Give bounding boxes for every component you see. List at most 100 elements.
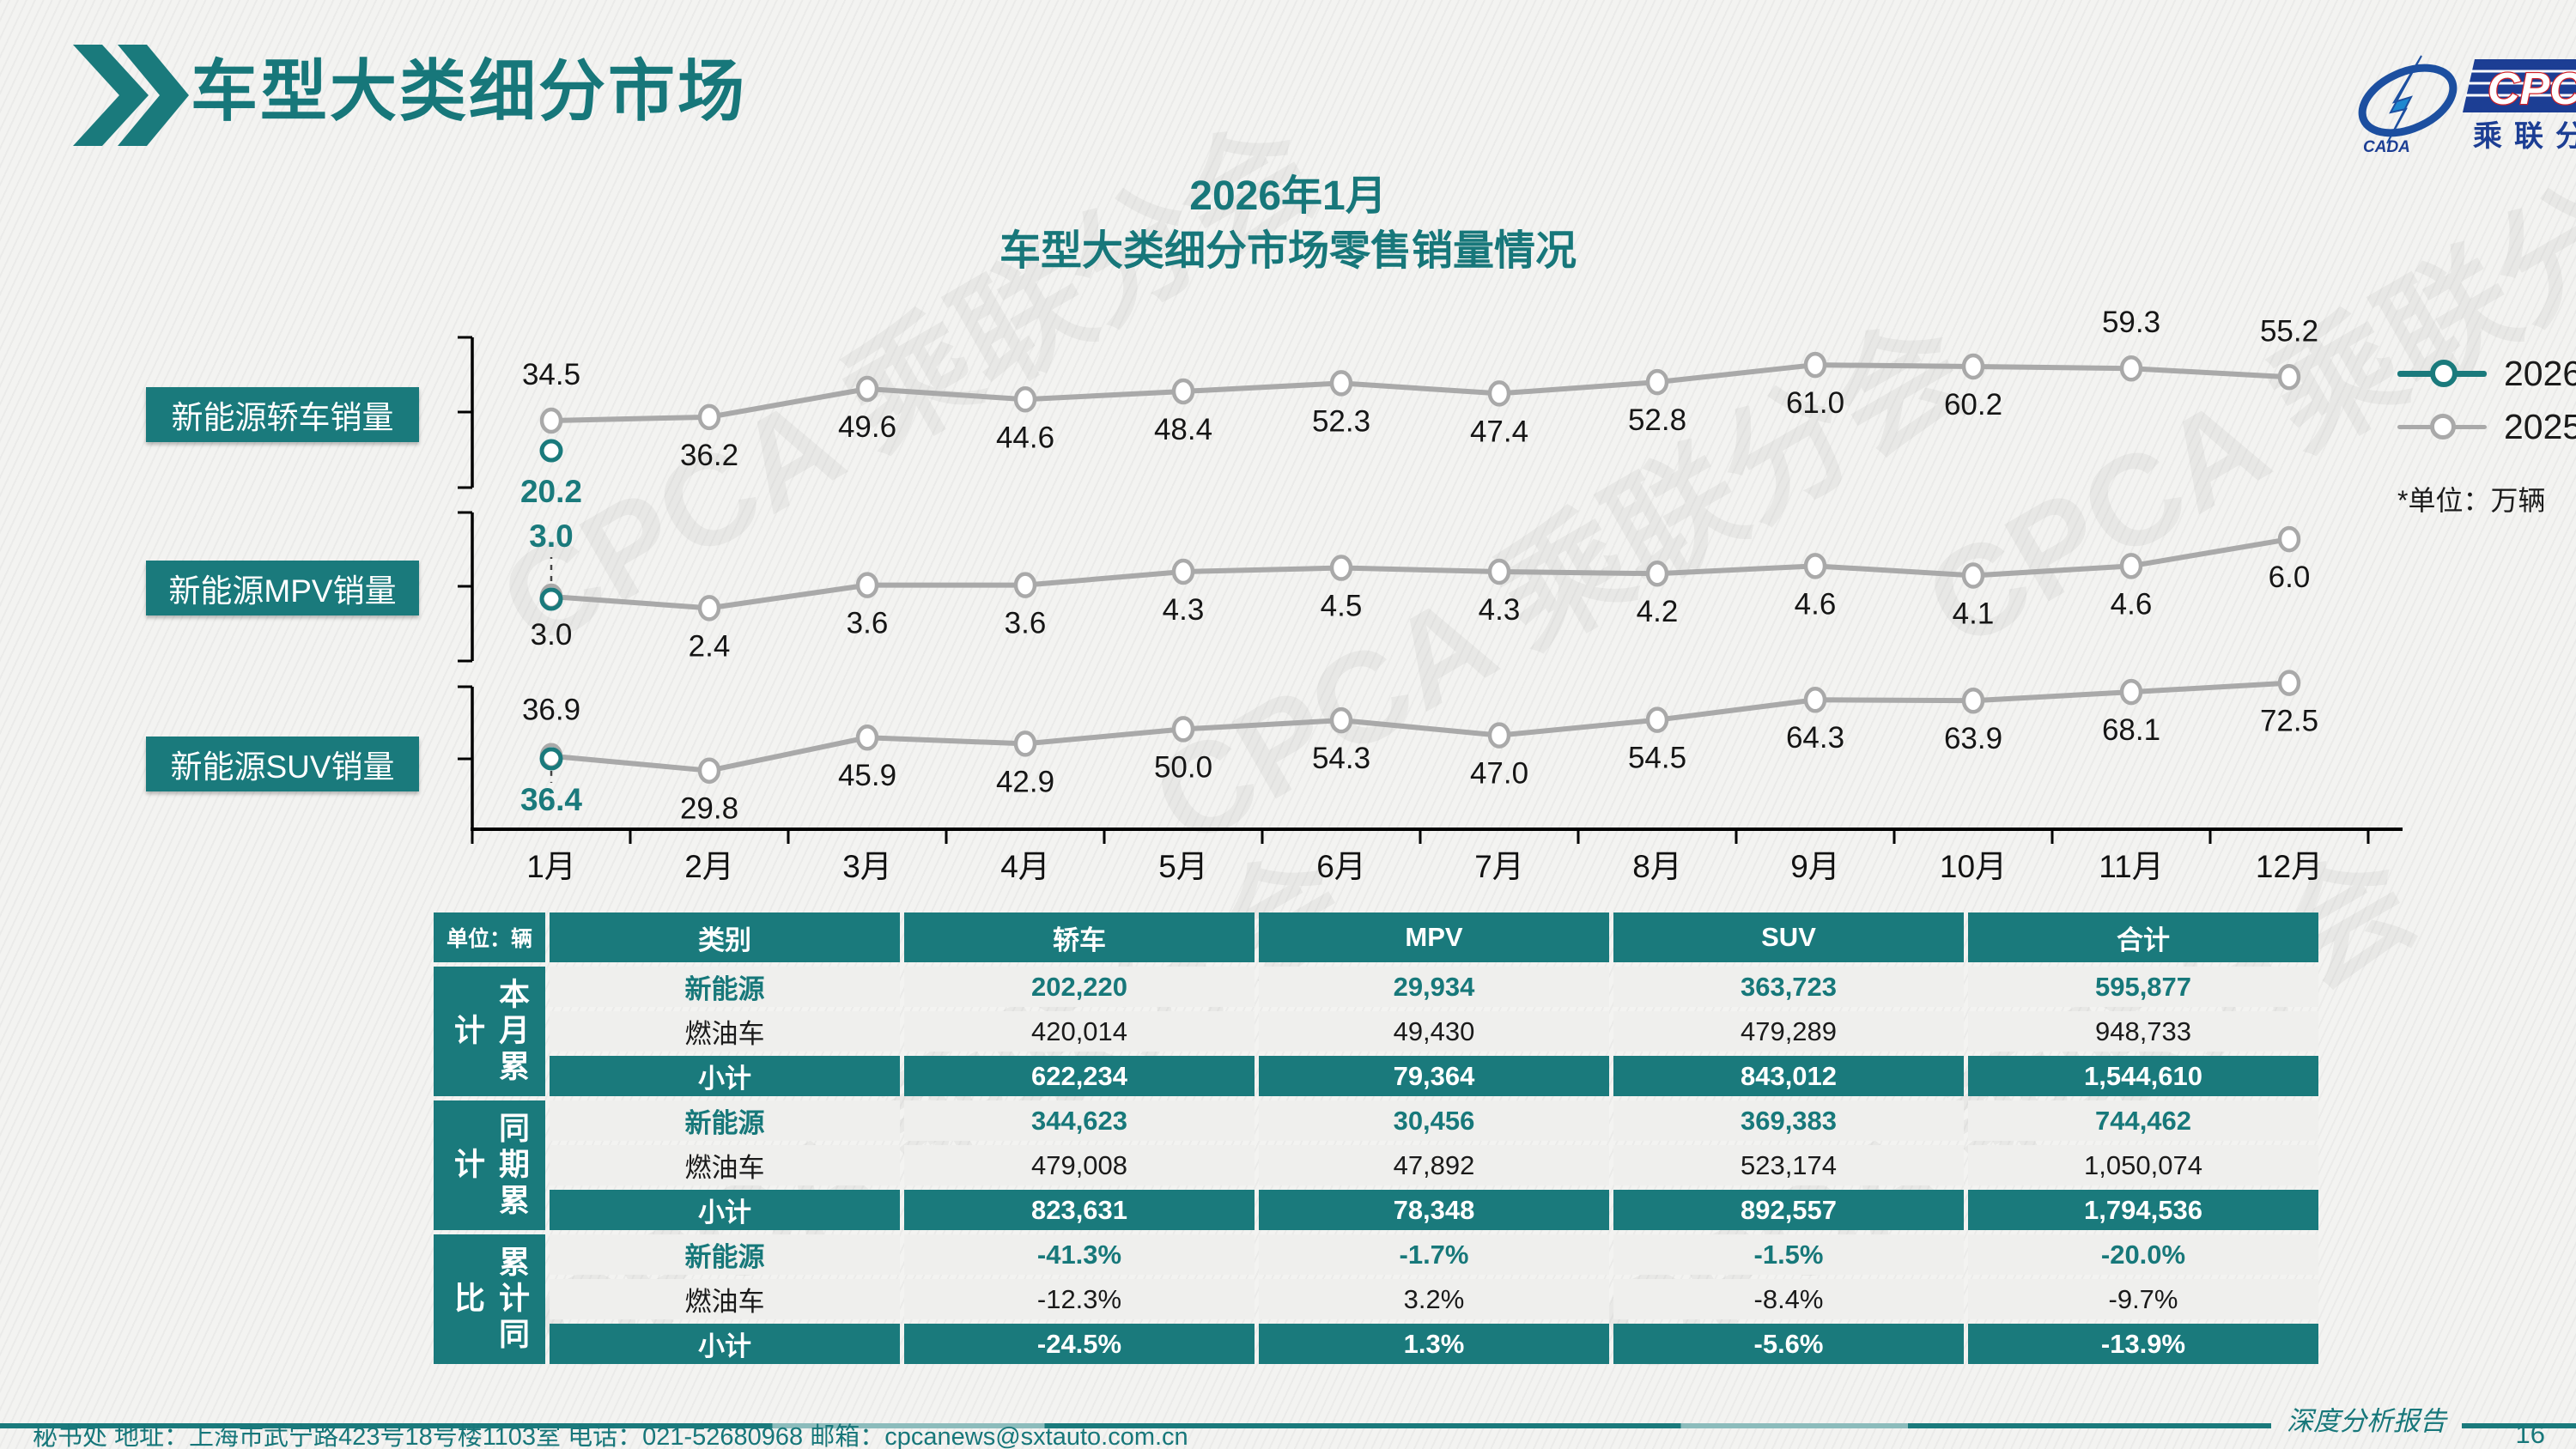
value-cell: 47,892 — [1259, 1145, 1609, 1185]
value-cell: 79,364 — [1259, 1056, 1609, 1096]
data-label-2025: 6.0 — [2269, 561, 2311, 594]
series-2025-marker — [1329, 706, 1353, 734]
series-2025-marker — [855, 572, 879, 598]
value-cell: 892,557 — [1613, 1190, 1964, 1230]
value-cell: 29,934 — [1259, 967, 1609, 1007]
data-label-2026: 20.2 — [520, 474, 582, 509]
series-2025-marker — [1171, 716, 1195, 743]
series-2025-marker — [1803, 351, 1827, 379]
value-cell: -5.6% — [1613, 1324, 1964, 1364]
value-cell: -8.4% — [1613, 1279, 1964, 1319]
series-2025-marker — [1487, 722, 1511, 749]
data-label-2025: 52.3 — [1312, 404, 1370, 438]
data-label-2025: 61.0 — [1786, 386, 1844, 420]
svg-text:乘联分会: 乘联分会 — [2473, 120, 2576, 153]
summary-table: 单位：辆 类别 轿车 MPV SUV 合计 本月累计 新能源 202,220 29,934 363,… — [429, 908, 2323, 1368]
data-label-2025: 2.4 — [689, 629, 731, 663]
row-label-nev-mpv: 新能源MPV销量 — [146, 561, 419, 615]
series-2025-marker — [1645, 368, 1669, 396]
data-label-2025: 47.4 — [1470, 415, 1528, 448]
table-row: 同期累计 新能源 344,623 30,456 369,383 744,462 — [434, 1100, 2318, 1230]
series-2025-marker — [1487, 558, 1511, 585]
table-row: 本月累计 新能源 202,220 29,934 363,723 595,877 — [434, 967, 2318, 1096]
x-axis-label: 9月 — [1790, 849, 1840, 884]
data-label-2025: 54.5 — [1628, 742, 1686, 775]
category-cell: 新能源 — [550, 967, 900, 1007]
series-2025-marker — [1803, 686, 1827, 713]
data-label-2025: 54.3 — [1312, 742, 1370, 775]
data-label-2025: 4.6 — [1795, 587, 1837, 621]
value-cell: 49,430 — [1259, 1011, 1609, 1052]
series-2025-line — [549, 362, 2292, 423]
data-label-2025: 34.5 — [522, 358, 580, 391]
value-cell: 523,174 — [1613, 1145, 1964, 1185]
value-cell: -41.3% — [904, 1234, 1255, 1275]
series-2025-marker — [697, 595, 721, 621]
data-label-2025: 59.3 — [2102, 306, 2160, 339]
value-cell: -24.5% — [904, 1324, 1255, 1364]
x-axis-label: 1月 — [526, 849, 576, 884]
value-cell: 1.3% — [1259, 1324, 1609, 1364]
data-label-2025: 4.2 — [1637, 595, 1679, 628]
column-header: MPV — [1259, 912, 1609, 962]
value-cell: 622,234 — [904, 1056, 1255, 1096]
unit-header-cell: 单位：辆 — [434, 912, 545, 962]
data-label-2025: 55.2 — [2260, 314, 2318, 348]
legend-line-2026 — [2397, 360, 2487, 387]
value-cell: 479,289 — [1613, 1011, 1964, 1052]
series-2025-marker — [1013, 731, 1037, 757]
x-axis-label: 12月 — [2256, 849, 2323, 884]
value-cell: 479,008 — [904, 1145, 1255, 1185]
data-label-2025: 44.6 — [996, 421, 1054, 454]
legend-item-2025: 2025 — [2397, 400, 2576, 453]
series-2025-marker — [1487, 380, 1511, 407]
x-axis-label: 6月 — [1316, 849, 1366, 884]
series-2025-marker — [855, 375, 879, 403]
data-label-2025: 45.9 — [838, 759, 896, 792]
data-label-2025: 49.6 — [838, 410, 896, 444]
value-cell: 363,723 — [1613, 967, 1964, 1007]
x-axis-label: 3月 — [842, 849, 892, 884]
table-row: 累计同比 新能源 -41.3% -1.7% -1.5% -20.0% — [434, 1234, 2318, 1364]
cpca-logo-swoosh: CADA — [2358, 55, 2458, 156]
chart-legend: 2026 2025 *单位：万辆 — [2397, 347, 2576, 518]
value-cell: 1,544,610 — [1968, 1056, 2318, 1096]
data-label-2025: 42.9 — [996, 765, 1054, 798]
series-2025-marker — [1961, 562, 1985, 589]
series-2025-marker — [2119, 355, 2143, 382]
series-2025-line — [549, 537, 2292, 611]
value-cell: 744,462 — [1968, 1100, 2318, 1141]
data-label-2025: 68.1 — [2102, 713, 2160, 747]
svg-text:CADA: CADA — [2363, 138, 2410, 155]
value-cell: 1,050,074 — [1968, 1145, 2318, 1185]
chart-title-line1: 2026年1月 — [1189, 173, 1387, 219]
column-header: 合计 — [1968, 912, 2318, 962]
value-cell: 843,012 — [1613, 1056, 1964, 1096]
series-2026-marker — [539, 439, 563, 463]
column-header: SUV — [1613, 912, 1964, 962]
x-axis-label: 8月 — [1632, 849, 1682, 884]
data-label-2025: 4.6 — [2111, 587, 2153, 621]
series-2026-marker — [539, 747, 563, 771]
legend-line-2025 — [2397, 414, 2487, 440]
svg-text:CPCA: CPCA — [2488, 64, 2576, 114]
data-label-2025: 50.0 — [1154, 750, 1212, 784]
value-cell: -1.7% — [1259, 1234, 1609, 1275]
value-cell: 823,631 — [904, 1190, 1255, 1230]
page-number: 16 — [2515, 1419, 2545, 1449]
table-header-row: 单位：辆 类别 轿车 MPV SUV 合计 — [434, 912, 2318, 962]
row-group-label: 同期累计 — [434, 1100, 545, 1230]
series-2025-marker — [1171, 558, 1195, 585]
data-label-2025: 4.5 — [1321, 590, 1363, 623]
series-2025-marker — [539, 407, 563, 434]
value-cell: -12.3% — [904, 1279, 1255, 1319]
value-cell: 78,348 — [1259, 1190, 1609, 1230]
sales-line-chart: 34.5 36.2 49.6 44.6 48.4 52.3 47.4 52.8 61.0 60.2… — [458, 306, 2403, 884]
data-label-2025: 52.8 — [1628, 403, 1686, 437]
x-axis-label: 10月 — [1940, 849, 2007, 884]
series-2025-marker — [855, 724, 879, 751]
table-row: 小计 622,234 79,364 843,012 1,544,610 — [434, 1056, 2318, 1096]
data-label-2025: 4.3 — [1479, 593, 1521, 627]
page-title: 车型大类细分市场 — [191, 53, 748, 129]
legend-item-2026: 2026 — [2397, 347, 2576, 400]
